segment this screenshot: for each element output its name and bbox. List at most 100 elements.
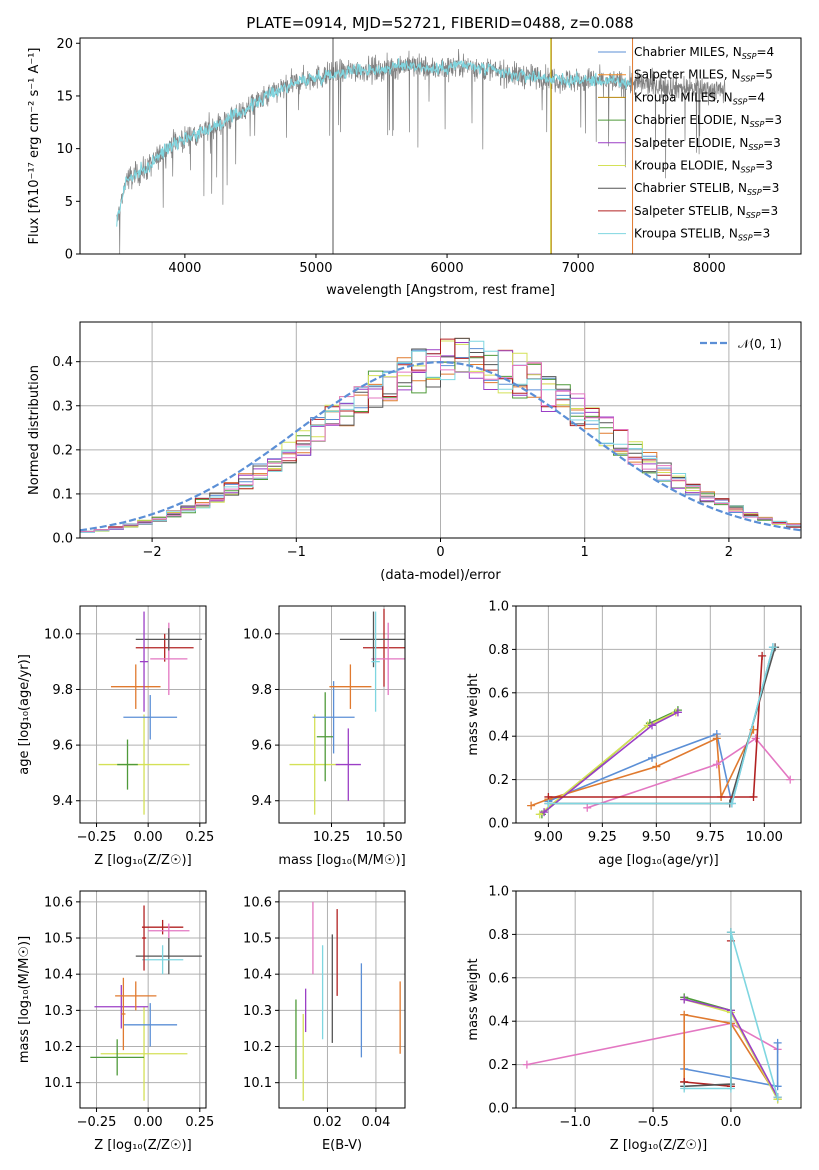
y-tick-label: 0.3	[52, 399, 73, 414]
y-tick-label: 0.6	[488, 971, 509, 986]
x-tick-label: 0.25	[185, 1115, 214, 1130]
legend-label: Chabrier MILES, NSSP=4	[634, 45, 774, 61]
legend-label-subscript: SSP	[741, 75, 756, 84]
y-tick-label: 9.6	[251, 739, 272, 754]
legend-label-text: Kroupa ELODIE, N	[634, 159, 741, 173]
x-tick-label: 0.00	[134, 1115, 163, 1130]
y-tick-label: 9.4	[251, 794, 272, 809]
weight-marker	[773, 1093, 782, 1102]
x-tick-label: −0.5	[637, 1115, 669, 1130]
x-tick-label: −0.25	[77, 830, 117, 845]
weight-marker	[680, 995, 689, 1004]
weight-marker	[726, 1084, 735, 1093]
y-tick-label: 0.8	[488, 928, 509, 943]
x-tick-label: −2	[143, 545, 162, 560]
weight-marker	[680, 1084, 689, 1093]
weights_vs_Z-panel: −1.0 −0.5 0.0 0.0 0.2 0.4 0.6 0.8 1.0 Z [log₁₀(Z/…	[466, 885, 802, 1153]
model-spectrum	[116, 58, 632, 227]
axes-frame	[79, 321, 802, 539]
y-tick-label: 0.0	[488, 1102, 509, 1117]
weight-series	[530, 729, 755, 807]
y-tick-label: 0	[65, 248, 73, 263]
weight-marker	[727, 799, 736, 808]
weight-series	[684, 931, 779, 1098]
legend-label-suffix: =3	[755, 159, 773, 173]
axes-frame	[79, 37, 802, 255]
legend-label-subscript: SSP	[747, 188, 762, 197]
legend-label: Chabrier ELODIE, NSSP=3	[634, 113, 782, 129]
y-tick-label: 10.5	[44, 932, 73, 947]
x-tick-label: 0	[436, 545, 444, 560]
y-tick-label: 10.6	[44, 895, 73, 910]
weight-series	[683, 1013, 779, 1098]
legend-label: Salpeter MILES, NSSP=5	[634, 68, 773, 84]
weight-marker	[583, 803, 592, 812]
legend-label-subscript: SSP	[750, 120, 765, 129]
y-tick-label: 0.1	[52, 487, 73, 502]
weight-series	[548, 655, 763, 798]
y-tick-label: 0.0	[52, 532, 73, 547]
weight-marker	[751, 734, 760, 743]
age_vs_mass-panel: 10.25 10.50 9.4 9.6 9.8 10.0 mass [log₁₀(M/M☉)…	[243, 605, 406, 868]
x-axis-label: Z [log₁₀(Z/Z☉)]	[610, 1138, 707, 1153]
legend-label-suffix: =3	[760, 204, 778, 218]
x-tick-label: 4000	[168, 261, 201, 276]
legend-label: Kroupa STELIB, NSSP=3	[634, 227, 770, 243]
y-tick-label: 10.6	[243, 895, 272, 910]
legend-label-text: Chabrier MILES, N	[634, 45, 742, 59]
x-tick-label: 9.50	[642, 830, 671, 845]
x-tick-label: 10.25	[313, 830, 350, 845]
axes-frame	[515, 605, 802, 824]
weight-marker	[758, 651, 767, 660]
x-tick-label: 8000	[693, 261, 726, 276]
x-tick-label: 0.00	[134, 830, 163, 845]
legend-label-suffix: =3	[753, 227, 771, 241]
y-tick-label: 10.2	[243, 1040, 272, 1055]
x-axis-label: Z [log₁₀(Z/Z☉)]	[94, 853, 191, 868]
x-tick-label: 9.25	[588, 830, 617, 845]
axes-frame	[79, 890, 207, 1109]
mass_vs_EBV-panel: 0.02 0.04 10.1 10.2 10.3 10.4 10.5 10.6 E(B-V)	[243, 890, 406, 1153]
weight-marker	[786, 775, 795, 784]
x-tick-label: −1.0	[559, 1115, 591, 1130]
legend-label-suffix: =3	[764, 113, 782, 127]
x-tick-label: 7000	[562, 261, 595, 276]
x-tick-label: 5000	[299, 261, 332, 276]
y-tick-label: 1.0	[488, 600, 509, 615]
legend-label: Chabrier STELIB, NSSP=3	[634, 181, 779, 197]
x-tick-label: 6000	[431, 261, 464, 276]
weights_vs_age-panel: 9.00 9.25 9.50 9.75 10.00 0.0 0.2 0.4 0.6 0.8 1.0 a…	[466, 600, 802, 868]
y-axis-label: age [log₁₀(age/yr)]	[17, 654, 32, 775]
y-tick-label: 10.1	[44, 1076, 73, 1091]
legend-label-suffix: =3	[762, 181, 780, 195]
weight-series	[541, 709, 679, 815]
x-tick-label: 0.0	[721, 1115, 742, 1130]
y-tick-label: 10	[56, 142, 73, 157]
weight-marker	[527, 801, 536, 810]
y-tick-label: 15	[56, 89, 73, 104]
x-axis-label: wavelength [Angstrom, rest frame]	[326, 283, 555, 298]
x-tick-label: −1	[287, 545, 306, 560]
x-axis-label: E(B-V)	[322, 1138, 362, 1153]
weight-marker	[648, 721, 657, 730]
y-tick-label: 20	[56, 37, 73, 52]
weight-marker	[749, 792, 758, 801]
y-tick-label: 10.0	[44, 627, 73, 642]
legend-label-subscript: SSP	[733, 97, 748, 106]
legend-label-text: Salpeter STELIB, N	[634, 204, 746, 218]
y-tick-label: 0.0	[488, 817, 509, 832]
legend-label-text: Chabrier STELIB, N	[634, 181, 747, 195]
legend-label: Kroupa MILES, NSSP=4	[634, 90, 765, 106]
x-tick-label: 2	[725, 545, 733, 560]
legend-label-suffix: =4	[747, 90, 765, 104]
x-tick-label: −0.25	[77, 1115, 117, 1130]
age_vs_Z-panel: −0.25 0.00 0.25 9.4 9.6 9.8 10.0 Z [log₁₀(Z/Z☉)…	[17, 605, 214, 868]
weight-marker	[652, 762, 661, 771]
legend-label-suffix: =4	[756, 45, 774, 59]
weight-marker	[773, 1038, 782, 1047]
legend-label-text: Kroupa MILES, N	[634, 90, 733, 104]
y-tick-label: 10.2	[44, 1040, 73, 1055]
